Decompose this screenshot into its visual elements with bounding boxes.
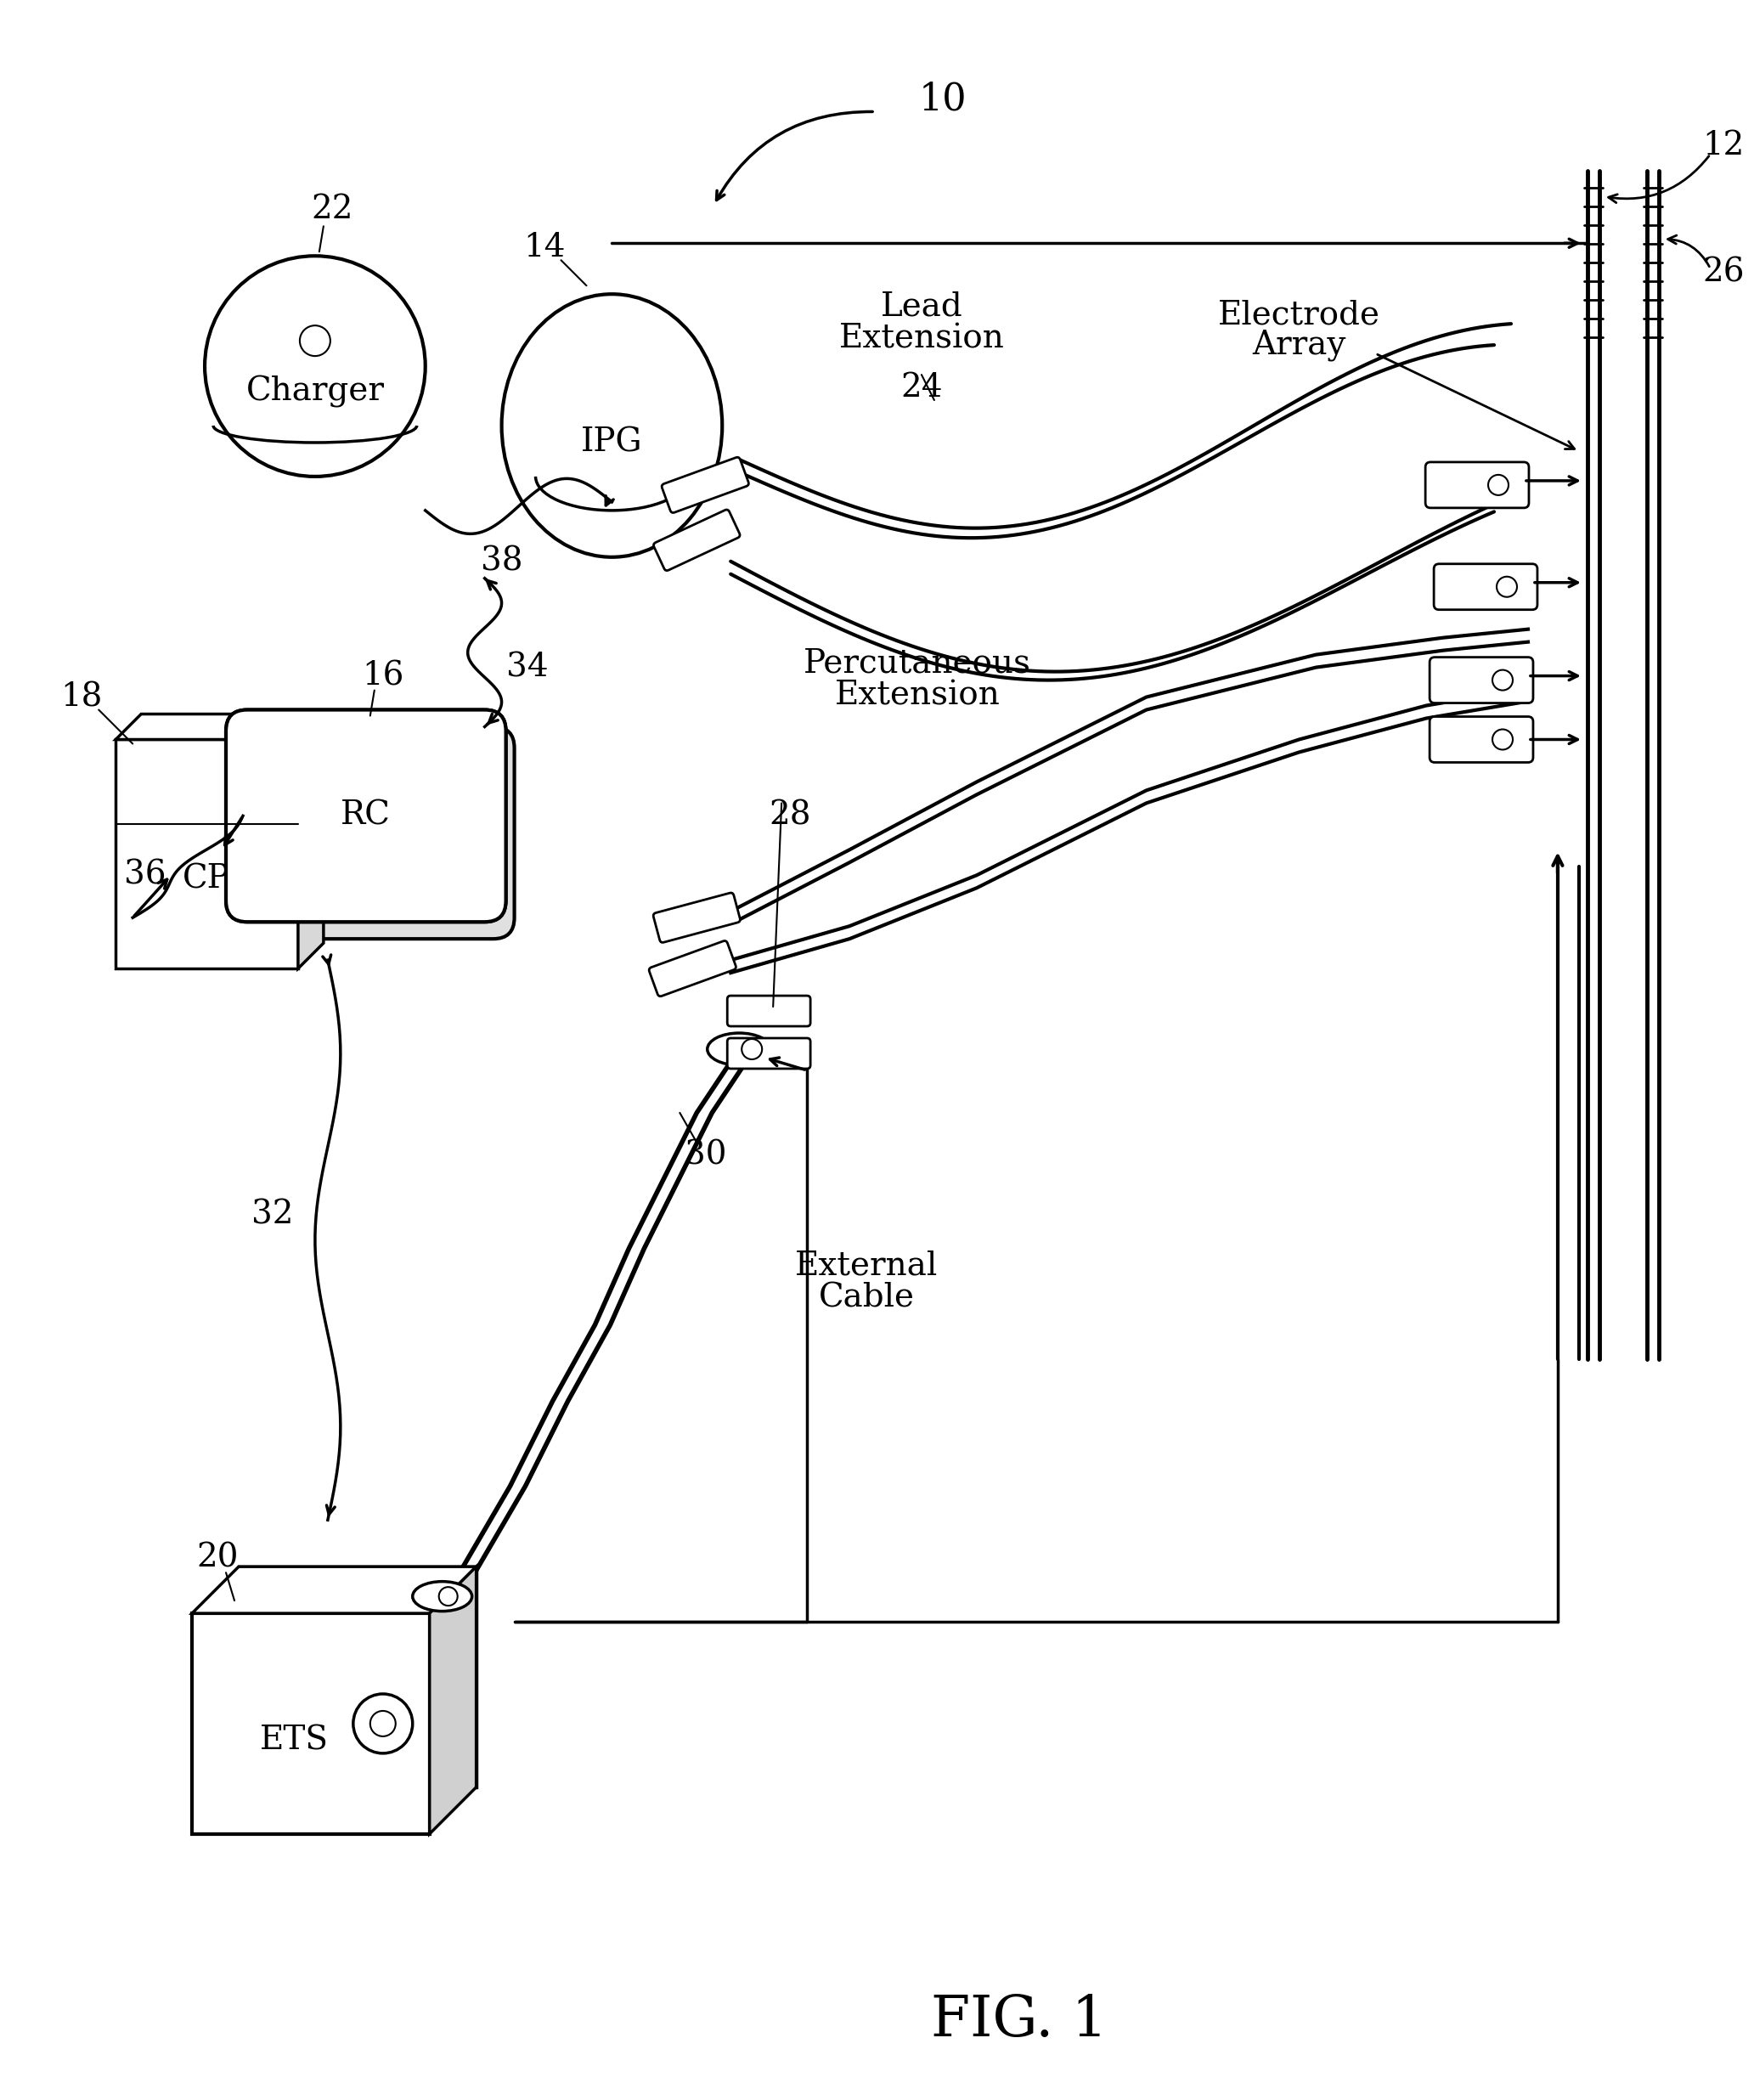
Text: FIG. 1: FIG. 1 — [931, 1993, 1107, 2047]
Text: 12: 12 — [1701, 130, 1743, 162]
Polygon shape — [191, 1567, 475, 1613]
Text: 24: 24 — [900, 372, 942, 403]
Text: 10: 10 — [919, 80, 966, 118]
Text: Cable: Cable — [819, 1281, 914, 1312]
FancyArrowPatch shape — [1608, 155, 1708, 204]
FancyArrowPatch shape — [716, 111, 872, 200]
FancyArrowPatch shape — [1531, 735, 1577, 743]
Text: 16: 16 — [361, 659, 403, 691]
Circle shape — [1496, 578, 1517, 596]
Text: ETS: ETS — [260, 1724, 328, 1756]
FancyArrowPatch shape — [1535, 578, 1577, 586]
Text: 34: 34 — [505, 651, 549, 682]
FancyArrowPatch shape — [135, 880, 167, 916]
Circle shape — [438, 1588, 458, 1606]
Text: 30: 30 — [684, 1140, 726, 1172]
Text: 20: 20 — [196, 1544, 239, 1573]
FancyBboxPatch shape — [226, 710, 505, 922]
Polygon shape — [239, 1567, 475, 1787]
Text: CP: CP — [182, 863, 230, 895]
Text: 18: 18 — [61, 680, 103, 712]
Text: Array: Array — [1252, 330, 1345, 361]
FancyArrowPatch shape — [1377, 355, 1575, 449]
Text: 32: 32 — [251, 1199, 293, 1231]
Text: 36: 36 — [125, 859, 167, 890]
Text: Extension: Extension — [835, 680, 1000, 712]
FancyBboxPatch shape — [728, 1037, 810, 1069]
Text: IPG: IPG — [581, 426, 642, 458]
FancyArrowPatch shape — [1552, 857, 1563, 874]
Polygon shape — [298, 714, 323, 968]
Polygon shape — [430, 1567, 475, 1833]
Text: Charger: Charger — [246, 376, 384, 407]
Polygon shape — [116, 714, 323, 739]
Ellipse shape — [707, 1033, 772, 1065]
Text: 26: 26 — [1701, 256, 1743, 288]
Text: Electrode: Electrode — [1217, 300, 1380, 332]
Circle shape — [300, 326, 330, 357]
FancyBboxPatch shape — [654, 510, 740, 571]
Text: 14: 14 — [523, 231, 565, 262]
FancyArrowPatch shape — [770, 1058, 805, 1069]
FancyBboxPatch shape — [652, 892, 740, 943]
Text: 22: 22 — [310, 193, 353, 225]
Circle shape — [1493, 670, 1512, 691]
Text: 28: 28 — [768, 800, 810, 832]
Circle shape — [353, 1695, 412, 1753]
FancyArrowPatch shape — [326, 1506, 335, 1514]
Text: Lead: Lead — [881, 292, 963, 323]
Circle shape — [742, 1040, 761, 1058]
FancyArrowPatch shape — [1565, 239, 1577, 248]
FancyArrowPatch shape — [1526, 477, 1577, 485]
Text: Extension: Extension — [838, 323, 1005, 355]
FancyArrowPatch shape — [605, 496, 614, 506]
FancyBboxPatch shape — [226, 710, 505, 922]
FancyBboxPatch shape — [728, 995, 810, 1027]
FancyBboxPatch shape — [235, 727, 514, 939]
FancyBboxPatch shape — [649, 941, 737, 995]
Circle shape — [1493, 729, 1512, 750]
Bar — [191, 1613, 430, 1833]
FancyArrowPatch shape — [486, 580, 496, 590]
Circle shape — [205, 256, 424, 477]
FancyArrowPatch shape — [225, 817, 242, 844]
Text: Percutaneous: Percutaneous — [803, 647, 1031, 678]
Circle shape — [370, 1711, 396, 1737]
FancyBboxPatch shape — [1430, 657, 1533, 704]
FancyArrowPatch shape — [1531, 672, 1577, 680]
Ellipse shape — [412, 1581, 472, 1611]
FancyBboxPatch shape — [1426, 462, 1529, 508]
Bar — [116, 739, 298, 968]
Text: External: External — [795, 1249, 938, 1281]
FancyArrowPatch shape — [323, 955, 332, 964]
FancyBboxPatch shape — [1430, 716, 1533, 762]
FancyArrowPatch shape — [488, 714, 498, 724]
Text: 38: 38 — [481, 546, 523, 578]
Text: RC: RC — [340, 800, 391, 832]
FancyBboxPatch shape — [1433, 565, 1537, 609]
FancyArrowPatch shape — [1668, 235, 1710, 267]
Ellipse shape — [502, 294, 723, 556]
FancyBboxPatch shape — [661, 458, 749, 512]
Circle shape — [1487, 475, 1508, 496]
